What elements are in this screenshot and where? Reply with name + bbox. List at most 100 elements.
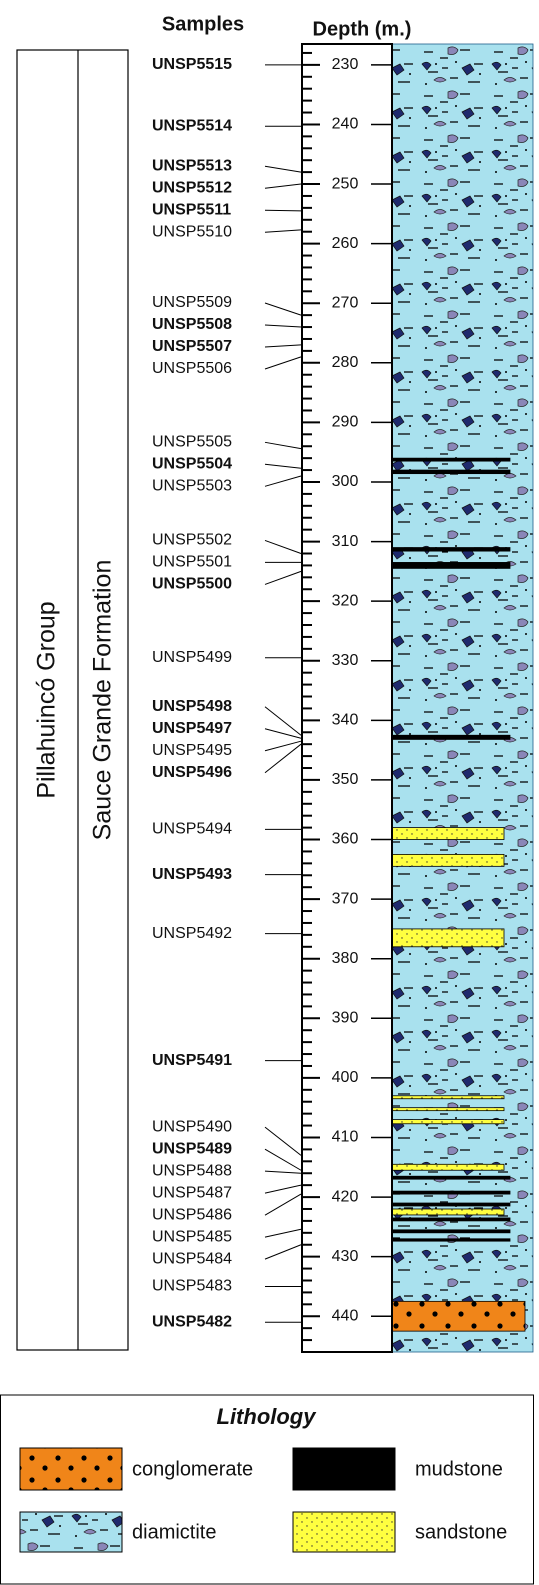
- depth-tick-label: 310: [332, 533, 359, 550]
- sample-label: UNSP5500: [152, 576, 232, 593]
- lithology-layer: [391, 827, 505, 840]
- sample-label: UNSP5495: [152, 742, 232, 759]
- legend-label: mudstone: [415, 1458, 503, 1480]
- legend-swatch: [292, 1511, 396, 1553]
- lithology-layer: [391, 1202, 511, 1207]
- sample-leader: [264, 728, 302, 739]
- lithology-column: [391, 43, 534, 1353]
- sample-label: UNSP5494: [152, 821, 232, 838]
- lithology-layer: [391, 469, 511, 475]
- sample-leader: [264, 1170, 302, 1174]
- sample-label: UNSP5508: [152, 316, 232, 333]
- legend-swatch: [19, 1447, 123, 1491]
- depth-tick-label: 390: [332, 1010, 359, 1027]
- legend-box: [0, 1394, 534, 1585]
- sample-label: UNSP5512: [152, 179, 232, 196]
- sample-leader: [264, 229, 302, 233]
- sample-leader: [264, 302, 302, 316]
- sample-label: UNSP5490: [152, 1118, 232, 1135]
- depth-tick-label: 340: [332, 712, 359, 729]
- sample-leader: [264, 539, 302, 554]
- sample-leader: [264, 356, 302, 370]
- legend-label: conglomerate: [132, 1458, 253, 1480]
- sample-leader: [264, 441, 302, 450]
- depth-tick-label: 280: [332, 354, 359, 371]
- sample-label: UNSP5503: [152, 478, 232, 495]
- sample-leader: [264, 165, 302, 173]
- sample-label: UNSP5510: [152, 223, 232, 240]
- depth-tick-label: 350: [332, 771, 359, 788]
- sample-label: UNSP5509: [152, 294, 232, 311]
- sample-label: UNSP5513: [152, 157, 232, 174]
- sample-label: UNSP5484: [152, 1250, 232, 1267]
- sample-label: UNSP5501: [152, 554, 232, 571]
- sample-leader: [264, 1193, 302, 1216]
- lithology-layer: [391, 1238, 511, 1242]
- depth-tick-label: 300: [332, 473, 359, 490]
- sample-label: UNSP5505: [152, 434, 232, 451]
- sample-leader: [264, 344, 302, 348]
- lithology-layer: [391, 1163, 505, 1171]
- lithology-layer: [391, 928, 505, 948]
- sample-label: UNSP5502: [152, 532, 232, 549]
- sample-label: UNSP5498: [152, 698, 232, 715]
- sample-label: UNSP5515: [152, 56, 232, 73]
- sample-leader: [264, 1244, 302, 1260]
- sample-label: UNSP5485: [152, 1228, 232, 1245]
- depth-tick-label: 400: [332, 1069, 359, 1086]
- sample-leader: [264, 1126, 302, 1156]
- sample-label: UNSP5504: [152, 456, 232, 473]
- sample-label: UNSP5499: [152, 649, 232, 666]
- depth-tick-label: 260: [332, 235, 359, 252]
- legend-title: Lithology: [217, 1404, 318, 1429]
- lithology-layer: [391, 1208, 505, 1216]
- lithology-layer: [391, 457, 511, 462]
- sample-leader: [264, 475, 302, 487]
- sample-leader: [264, 1148, 302, 1171]
- formation-label: Sauce Grande Formation: [89, 560, 117, 841]
- sample-leader: [264, 463, 302, 469]
- sample-label: UNSP5514: [152, 117, 232, 134]
- sample-label: UNSP5491: [152, 1052, 232, 1069]
- samples-header: Samples: [162, 13, 244, 35]
- sample-leader: [264, 1184, 302, 1194]
- sample-label: UNSP5486: [152, 1206, 232, 1223]
- unit-box: [16, 49, 129, 1351]
- group-label: Pillahuincó Group: [33, 601, 61, 798]
- depth-header: Depth (m.): [313, 18, 412, 40]
- depth-tick-label: 420: [332, 1188, 359, 1205]
- sample-label: UNSP5496: [152, 764, 232, 781]
- lithology-layer: [391, 547, 511, 552]
- lithology-layer: [391, 1119, 505, 1125]
- legend-label: sandstone: [415, 1521, 507, 1543]
- sample-leader: [264, 743, 302, 774]
- lithology-layer: [391, 1217, 511, 1222]
- axis-box: [301, 43, 393, 1353]
- sample-label: UNSP5488: [152, 1162, 232, 1179]
- sample-leader: [264, 570, 302, 585]
- depth-tick-label: 230: [332, 56, 359, 73]
- lithology-layer: [391, 1190, 511, 1195]
- depth-tick-label: 370: [332, 890, 359, 907]
- sample-label: UNSP5483: [152, 1278, 232, 1295]
- sample-leader: [264, 324, 302, 328]
- sample-leader: [264, 706, 302, 736]
- lithology-layer: [391, 1095, 505, 1100]
- depth-tick-label: 270: [332, 294, 359, 311]
- depth-tick-label: 410: [332, 1129, 359, 1146]
- samples: UNSP5515 UNSP5514 UNSP5513 UNSP5512 UNSP5511…: [152, 56, 302, 1330]
- sample-label: UNSP5506: [152, 360, 232, 377]
- depth-tick-label: 240: [332, 116, 359, 133]
- sample-leader: [264, 1228, 302, 1238]
- depth-tick-label: 320: [332, 592, 359, 609]
- lithology-layer: [391, 1300, 526, 1332]
- sample-leader: [264, 183, 302, 189]
- legend-swatch: [292, 1447, 396, 1491]
- depth-tick-label: 430: [332, 1248, 359, 1265]
- lithology-layer: [391, 1229, 511, 1234]
- lithology-layer: [391, 854, 505, 867]
- legend-label: diamictite: [132, 1521, 216, 1543]
- sample-label: UNSP5507: [152, 338, 232, 355]
- sample-label: UNSP5511: [152, 201, 231, 218]
